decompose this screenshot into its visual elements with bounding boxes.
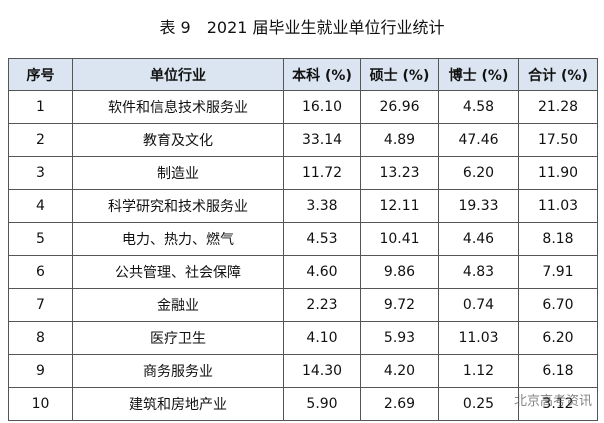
table-cell: 14.30 bbox=[283, 354, 361, 388]
table-cell: 1.12 bbox=[438, 354, 519, 388]
table-cell: 4.53 bbox=[283, 222, 361, 256]
header-cell: 本科 (%) bbox=[283, 58, 361, 91]
table-cell: 8.18 bbox=[518, 222, 598, 256]
table-cell: 4.89 bbox=[360, 123, 439, 157]
table-cell: 6.18 bbox=[518, 354, 598, 388]
table-cell: 6.20 bbox=[518, 321, 598, 355]
table-cell: 10 bbox=[8, 387, 73, 421]
table-row: 1 软件和信息技术服务业 16.10 26.96 4.58 21.28 bbox=[8, 90, 598, 124]
table-cell: 教育及文化 bbox=[72, 123, 284, 157]
table-cell: 21.28 bbox=[518, 90, 598, 124]
table-cell: 9.72 bbox=[360, 288, 439, 322]
table-cell: 2 bbox=[8, 123, 73, 157]
table-cell: 5 bbox=[8, 222, 73, 256]
table-cell: 11.03 bbox=[518, 189, 598, 223]
table-cell: 3.38 bbox=[283, 189, 361, 223]
table-cell: 11.90 bbox=[518, 156, 598, 190]
table-cell: 医疗卫生 bbox=[72, 321, 284, 355]
table-row: 10 建筑和房地产业 5.90 2.69 0.25 3.12 bbox=[8, 387, 598, 421]
header-cell: 硕士 (%) bbox=[360, 58, 439, 91]
table-cell: 5.90 bbox=[283, 387, 361, 421]
table-cell: 10.41 bbox=[360, 222, 439, 256]
table-body: 1 软件和信息技术服务业 16.10 26.96 4.58 21.28 2 教育及文化 33.1… bbox=[8, 90, 598, 421]
table-cell: 6.70 bbox=[518, 288, 598, 322]
table-cell: 12.11 bbox=[360, 189, 439, 223]
table-cell: 11.72 bbox=[283, 156, 361, 190]
table-cell: 0.74 bbox=[438, 288, 519, 322]
watermark: 北京高考资讯 bbox=[513, 394, 592, 409]
table-cell: 0.25 bbox=[438, 387, 519, 421]
table-cell: 公共管理、社会保障 bbox=[72, 255, 284, 289]
table-row: 7 金融业 2.23 9.72 0.74 6.70 bbox=[8, 288, 598, 322]
table-cell: 电力、热力、燃气 bbox=[72, 222, 284, 256]
table-row: 2 教育及文化 33.14 4.89 47.46 17.50 bbox=[8, 123, 598, 157]
table-cell: 4.46 bbox=[438, 222, 519, 256]
table-cell: 16.10 bbox=[283, 90, 361, 124]
table-cell: 4.60 bbox=[283, 255, 361, 289]
table-cell: 13.23 bbox=[360, 156, 439, 190]
table-cell: 6.20 bbox=[438, 156, 519, 190]
table-cell: 4.20 bbox=[360, 354, 439, 388]
table-cell: 3 bbox=[8, 156, 73, 190]
table-cell: 金融业 bbox=[72, 288, 284, 322]
table-cell: 建筑和房地产业 bbox=[72, 387, 284, 421]
header-cell: 单位行业 bbox=[72, 58, 284, 91]
table-cell: 7 bbox=[8, 288, 73, 322]
table-cell: 19.33 bbox=[438, 189, 519, 223]
table-cell: 1 bbox=[8, 90, 73, 124]
table-row: 9 商务服务业 14.30 4.20 1.12 6.18 bbox=[8, 354, 598, 388]
stats-table: 序号 单位行业 本科 (%) 硕士 (%) 博士 (%) 合计 (%) 1 软件和信息技术服… bbox=[8, 58, 598, 421]
header-cell: 合计 (%) bbox=[518, 58, 598, 91]
table-cell: 2.23 bbox=[283, 288, 361, 322]
table-cell: 4.10 bbox=[283, 321, 361, 355]
header-row: 序号 单位行业 本科 (%) 硕士 (%) 博士 (%) 合计 (%) bbox=[8, 58, 598, 91]
table-row: 4 科学研究和技术服务业 3.38 12.11 19.33 11.03 bbox=[8, 189, 598, 223]
table-row: 6 公共管理、社会保障 4.60 9.86 4.83 7.91 bbox=[8, 255, 598, 289]
table-cell: 4.83 bbox=[438, 255, 519, 289]
table-row: 5 电力、热力、燃气 4.53 10.41 4.46 8.18 bbox=[8, 222, 598, 256]
table-cell: 17.50 bbox=[518, 123, 598, 157]
table-row: 3 制造业 11.72 13.23 6.20 11.90 bbox=[8, 156, 598, 190]
table-cell: 软件和信息技术服务业 bbox=[72, 90, 284, 124]
table-cell: 3.12 bbox=[518, 387, 598, 421]
header-cell: 序号 bbox=[8, 58, 73, 91]
table-cell: 9 bbox=[8, 354, 73, 388]
table-cell: 科学研究和技术服务业 bbox=[72, 189, 284, 223]
table-cell: 26.96 bbox=[360, 90, 439, 124]
table-cell: 47.46 bbox=[438, 123, 519, 157]
table-cell: 6 bbox=[8, 255, 73, 289]
table-cell: 4 bbox=[8, 189, 73, 223]
table-cell: 商务服务业 bbox=[72, 354, 284, 388]
table-cell: 5.93 bbox=[360, 321, 439, 355]
header-cell: 博士 (%) bbox=[438, 58, 519, 91]
table-cell: 4.58 bbox=[438, 90, 519, 124]
table-cell: 制造业 bbox=[72, 156, 284, 190]
table-cell: 7.91 bbox=[518, 255, 598, 289]
table-cell: 8 bbox=[8, 321, 73, 355]
table-cell: 33.14 bbox=[283, 123, 361, 157]
table-row: 8 医疗卫生 4.10 5.93 11.03 6.20 bbox=[8, 321, 598, 355]
table-cell: 11.03 bbox=[438, 321, 519, 355]
table-cell: 9.86 bbox=[360, 255, 439, 289]
table-cell: 2.69 bbox=[360, 387, 439, 421]
table-title: 表 9 2021 届毕业生就业单位行业统计 bbox=[159, 18, 445, 37]
